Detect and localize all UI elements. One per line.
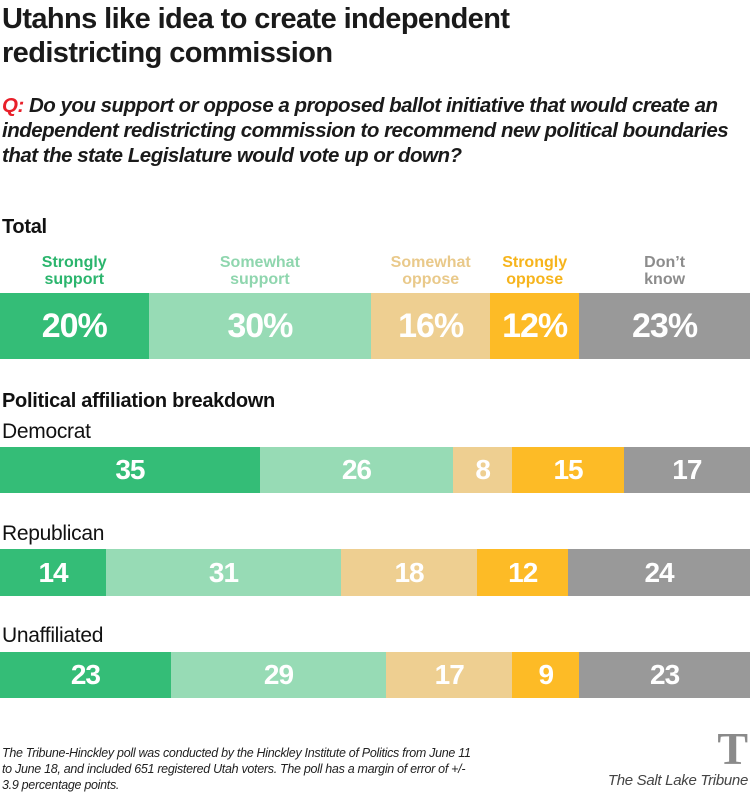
group-label-republican: Republican (2, 522, 105, 545)
democrat-segment-strongly-oppose: 15 (512, 447, 624, 493)
total-value-label: 20% (41, 306, 108, 345)
republican-value-label: 31 (208, 556, 239, 588)
group-label-unaffiliated: Unaffiliated (2, 624, 104, 647)
group-label-democrat: Democrat (2, 420, 91, 443)
legend-label-don-t-know: Don’t know (644, 254, 686, 288)
democrat-value-label: 35 (115, 454, 145, 485)
unaffiliated-bar: 23 29 17 9 23 (0, 652, 750, 698)
unaffiliated-segment-somewhat-oppose: 17 (386, 652, 513, 698)
democrat-segment-strongly-support: 35 (0, 447, 260, 493)
republican-segment-somewhat-oppose: 18 (340, 549, 478, 596)
democrat-value-label: 15 (553, 454, 583, 485)
republican-bar: 14 31 18 12 24 (0, 549, 750, 596)
unaffiliated-value-label: 9 (538, 659, 554, 690)
total-segment-somewhat-support: 30% (148, 293, 372, 359)
republican-segment-don-t-know: 24 (568, 549, 750, 596)
total-value-label: 23% (632, 306, 698, 345)
chart-title: Utahns like idea to create independent r… (2, 3, 510, 69)
unaffiliated-segment-don-t-know: 23 (579, 652, 750, 698)
democrat-value-label: 8 (475, 454, 491, 485)
unaffiliated-value-label: 29 (263, 659, 294, 690)
survey-question: Q: Do you support or oppose a proposed b… (2, 93, 750, 168)
unaffiliated-value-label: 23 (70, 659, 101, 690)
unaffiliated-segment-somewhat-support: 29 (170, 652, 387, 698)
question-text: Do you support or oppose a proposed ball… (2, 94, 729, 167)
unaffiliated-segment-strongly-oppose: 9 (512, 652, 580, 698)
democrat-segment-don-t-know: 17 (623, 447, 750, 493)
democrat-value-label: 26 (341, 454, 372, 485)
republican-value-label: 18 (394, 556, 424, 588)
unaffiliated-value-label: 23 (650, 659, 680, 690)
republican-segment-somewhat-support: 31 (106, 549, 341, 596)
unaffiliated-segment-strongly-support: 23 (0, 652, 171, 698)
tribune-t-logo-icon: T (717, 723, 748, 774)
republican-value-label: 12 (508, 556, 538, 588)
publisher-name: The Salt Lake Tribune (607, 772, 748, 789)
total-value-label: 16% (398, 306, 464, 345)
democrat-segment-somewhat-support: 26 (259, 447, 453, 493)
democrat-segment-somewhat-oppose: 8 (452, 447, 513, 493)
footnote: The Tribune-Hinckley poll was conducted … (2, 746, 471, 792)
total-segment-don-t-know: 23% (579, 293, 750, 359)
total-value-label: 30% (227, 306, 293, 345)
unaffiliated-value-label: 17 (434, 659, 465, 690)
republican-value-label: 24 (644, 556, 674, 588)
republican-value-label: 14 (38, 556, 68, 588)
total-segment-strongly-oppose: 12% (490, 293, 580, 359)
legend-label-strongly-support: Strongly support (41, 254, 107, 288)
republican-segment-strongly-oppose: 12 (477, 549, 569, 596)
total-value-label: 12% (502, 306, 568, 345)
democrat-value-label: 17 (672, 454, 702, 485)
total-heading: Total (2, 216, 47, 238)
legend-label-strongly-oppose: Strongly oppose (502, 254, 568, 288)
total-bar: 20% 30% 16% 12% 23% (0, 293, 750, 359)
total-segment-somewhat-oppose: 16% (371, 293, 491, 359)
breakdown-heading: Political affiliation breakdown (2, 390, 275, 412)
question-prefix: Q: (2, 94, 24, 117)
legend-label-somewhat-support: Somewhat support (219, 254, 300, 288)
legend-label-somewhat-oppose: Somewhat oppose (390, 254, 471, 288)
democrat-bar: 35 26 8 15 17 (0, 447, 750, 493)
total-segment-strongly-support: 20% (0, 293, 149, 359)
publisher-logo: T The Salt Lake Tribune (608, 726, 748, 790)
republican-segment-strongly-support: 14 (0, 549, 107, 596)
